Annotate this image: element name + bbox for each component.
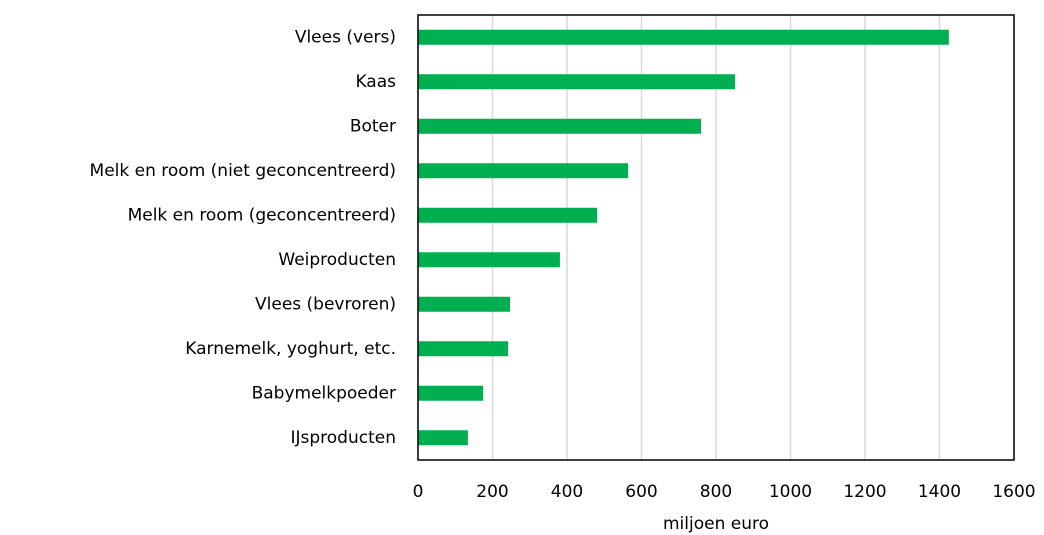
bar (418, 341, 509, 357)
y-tick-label: IJsproducten (290, 428, 396, 448)
x-tick-label: 0 (413, 482, 424, 502)
x-tick-label: 1400 (918, 482, 961, 502)
bar (418, 118, 702, 134)
bar (418, 74, 735, 90)
bar (418, 296, 511, 312)
x-tick-label: 1200 (843, 482, 886, 502)
x-tick-label: 1600 (992, 482, 1035, 502)
bar (418, 207, 598, 223)
y-tick-label: Vlees (bevroren) (255, 294, 396, 314)
x-axis-label: miljoen euro (663, 514, 769, 534)
y-tick-label: Melk en room (geconcentreerd) (128, 205, 396, 225)
plot-frame (417, 14, 1015, 461)
x-tick-label: 200 (476, 482, 508, 502)
bar (418, 29, 949, 45)
bar (418, 430, 468, 446)
bar (418, 163, 629, 179)
y-tick-label: Karnemelk, yoghurt, etc. (185, 339, 396, 359)
x-tick-label: 400 (551, 482, 583, 502)
y-tick-label: Babymelkpoeder (252, 383, 396, 403)
bar (418, 252, 560, 268)
y-tick-label: Melk en room (niet geconcentreerd) (90, 161, 396, 181)
y-tick-label: Weiproducten (278, 250, 396, 270)
x-tick-label: 600 (625, 482, 657, 502)
bar (418, 385, 484, 401)
y-tick-label: Boter (350, 116, 396, 136)
x-tick-label: 1000 (769, 482, 812, 502)
y-tick-label: Vlees (vers) (295, 27, 396, 47)
y-tick-label: Kaas (355, 72, 396, 92)
x-tick-label: 800 (700, 482, 732, 502)
